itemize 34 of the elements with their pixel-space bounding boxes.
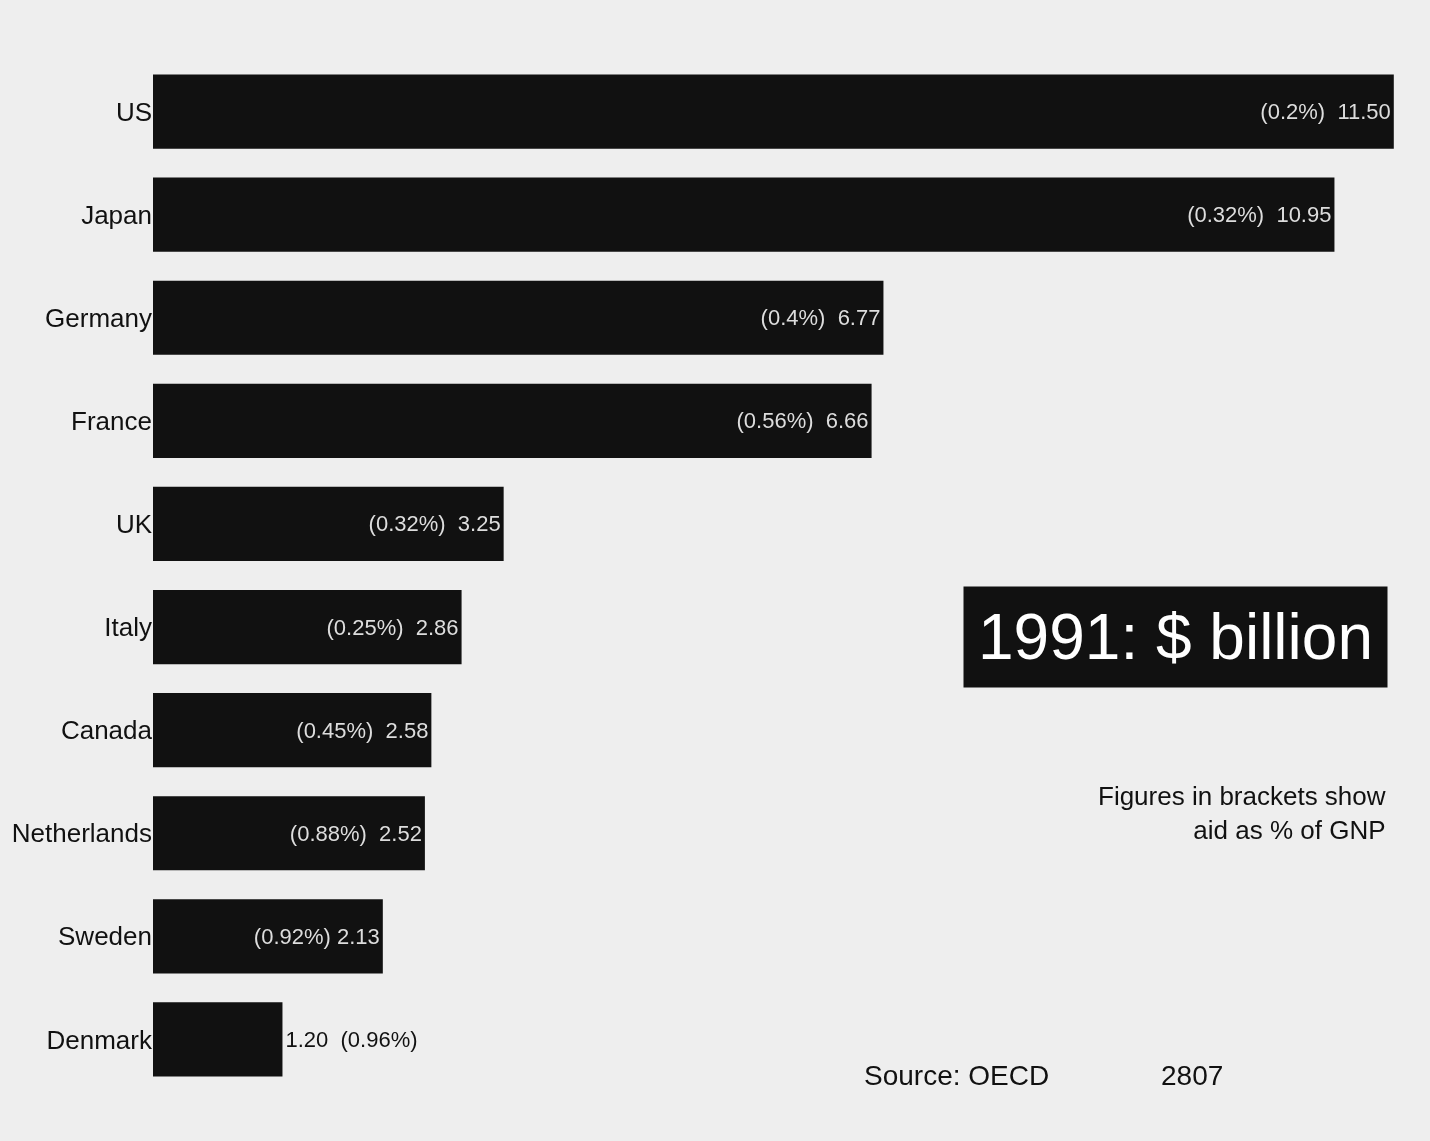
y-tick-label: France: [71, 405, 152, 436]
text: 1991: $ billion: [978, 601, 1373, 673]
y-tick-label: Italy: [104, 612, 152, 643]
data-label: (0.92%) 2.13: [253, 923, 380, 949]
data-label: (0.32%) 3.25: [368, 511, 501, 537]
bar: [153, 899, 383, 974]
y-tick-label: Japan: [81, 199, 152, 230]
y-tick-label: UK: [115, 509, 153, 540]
data-label: (0.88%) 2.52: [289, 820, 422, 846]
data-label: (0.45%) 2.58: [296, 717, 429, 743]
data-label: 1.20 (0.96%): [285, 1026, 418, 1052]
bar: [153, 1002, 283, 1077]
bar: [153, 74, 1394, 149]
y-tick-label: Sweden: [58, 921, 152, 952]
data-label: (0.4%) 6.77: [760, 305, 881, 331]
y-tick-label: Netherlands: [11, 818, 152, 849]
y-tick-label: US: [115, 96, 152, 127]
data-label: (0.25%) 2.86: [326, 614, 459, 640]
bar: [153, 280, 884, 355]
y-tick-label: Germany: [45, 302, 152, 333]
bar: [153, 796, 425, 871]
y-tick-label: Denmark: [46, 1024, 153, 1055]
data-label: (0.56%) 6.66: [736, 408, 869, 434]
annotation: Source: OECD: [864, 1060, 1050, 1091]
annotation: 2807: [1161, 1060, 1224, 1091]
bar: [153, 693, 432, 768]
bar: [153, 589, 462, 665]
bar: [153, 383, 872, 458]
annotation: Figures in brackets show aid as % of GNP: [1098, 781, 1386, 845]
bar: [153, 177, 1335, 252]
bar: [153, 486, 504, 562]
y-tick-label: Canada: [60, 715, 153, 746]
data-label: (0.32%) 10.95: [1187, 202, 1332, 228]
data-label: (0.2%) 11.50: [1260, 99, 1391, 125]
